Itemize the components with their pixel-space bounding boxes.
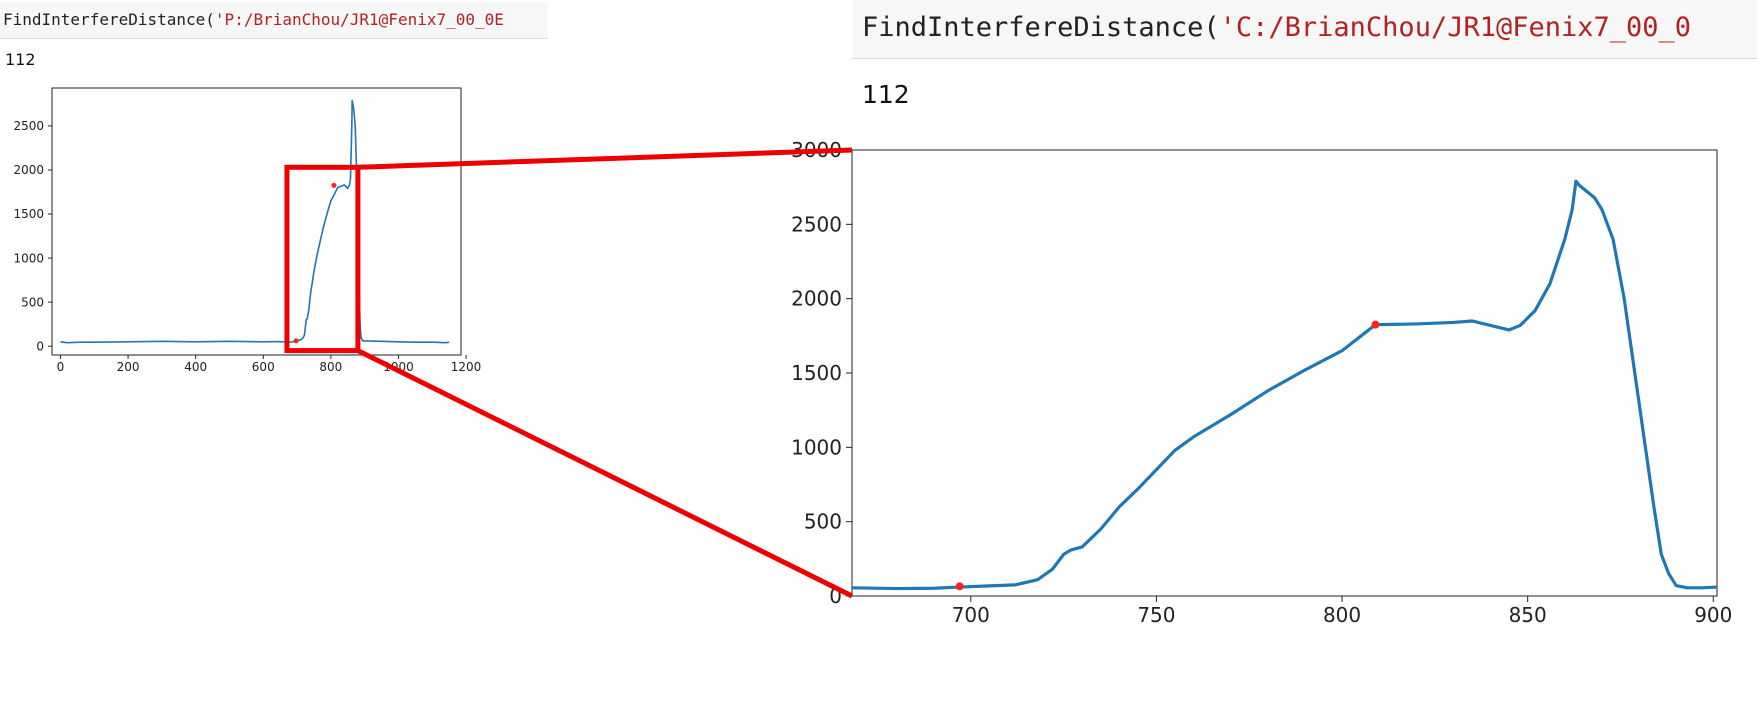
data-marker [331,182,337,188]
right-code-string: 'C:/BrianChou/JR1@Fenix7_00_0 [1219,12,1692,43]
series-line [60,99,450,344]
left-output-value: 112 [5,50,36,69]
x-tick-label: 600 [252,360,275,374]
right-code-cell[interactable]: FindInterfereDistance('C:/BrianChou/JR1@… [852,0,1757,59]
x-tick-label: 400 [184,360,207,374]
x-tick-label: 1000 [383,360,414,374]
x-tick-label: 700 [952,603,990,627]
series-line [852,179,1717,591]
right-chart: 700750800850900050010001500200025003000 [791,138,1732,627]
zoom-connector-bottom [356,348,854,599]
zoom-overlay [284,147,854,599]
y-tick-label: 2500 [13,119,44,133]
x-tick-label: 900 [1694,603,1732,627]
left-code-cell[interactable]: FindInterfereDistance('P:/BrianChou/JR1@… [0,2,548,39]
right-code-function: FindInterfereDistance( [862,12,1220,43]
data-marker [955,582,964,591]
data-marker [293,338,299,344]
x-tick-label: 800 [319,360,342,374]
y-tick-label: 500 [21,295,44,309]
x-tick-label: 0 [57,360,65,374]
x-tick-label: 850 [1509,603,1547,627]
left-code-string: 'P:/BrianChou/JR1@Fenix7_00_0E [214,10,504,29]
y-tick-label: 1000 [13,251,44,265]
plot-frame [851,149,1718,597]
x-tick-label: 200 [117,360,140,374]
y-tick-label: 2000 [791,287,842,311]
y-tick-label: 0 [36,339,44,353]
x-tick-label: 800 [1323,603,1361,627]
right-output-value: 112 [862,80,910,109]
x-tick-label: 1200 [451,360,482,374]
y-tick-label: 1500 [13,207,44,221]
y-tick-label: 1500 [791,361,842,385]
y-tick-label: 2500 [791,212,842,236]
y-tick-label: 500 [804,510,842,534]
zoom-connector-top [357,147,853,170]
y-tick-label: 1000 [791,435,842,459]
data-marker [1371,320,1380,329]
y-tick-label: 2000 [13,163,44,177]
zoom-box [284,164,361,354]
plot-frame [51,87,462,356]
left-code-function: FindInterfereDistance( [3,10,215,29]
left-chart: 0 200 400 600 800 1000 1200 0 500 1000 1500 2000 250… [13,87,482,374]
x-tick-label: 750 [1137,603,1175,627]
